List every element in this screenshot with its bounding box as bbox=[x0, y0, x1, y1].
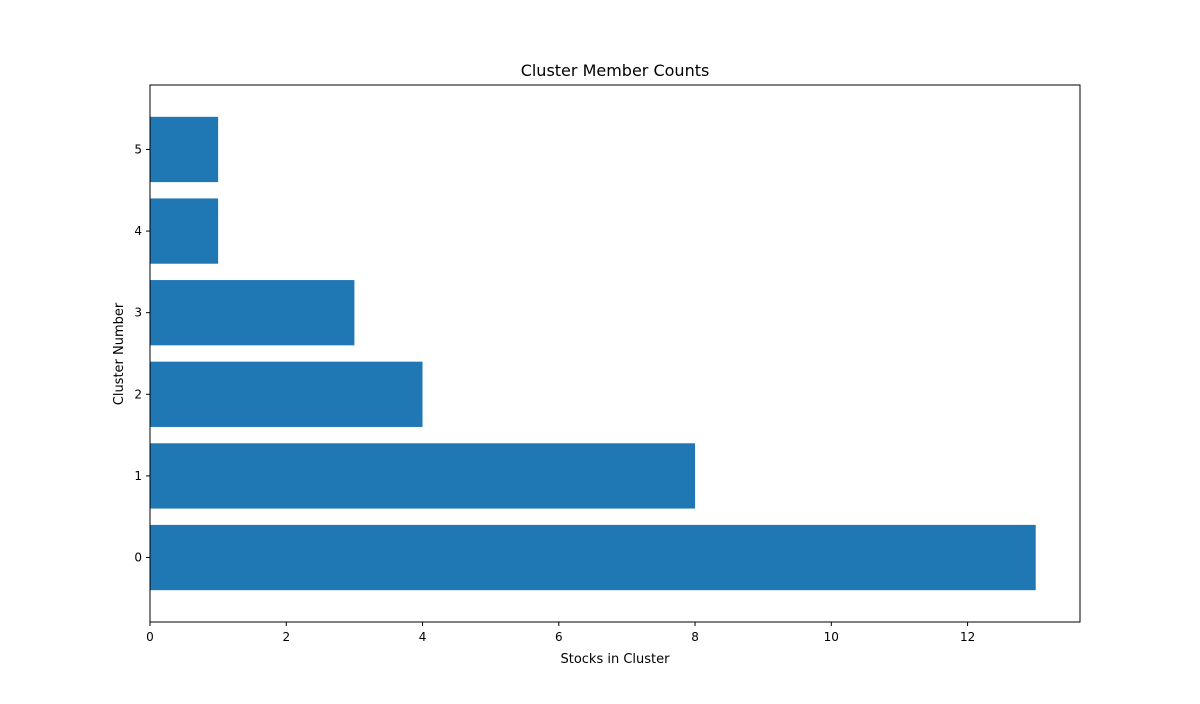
x-tick-label: 2 bbox=[282, 630, 290, 644]
y-tick-label: 3 bbox=[134, 306, 142, 320]
chart-title: Cluster Member Counts bbox=[521, 61, 710, 80]
y-tick-label: 0 bbox=[134, 551, 142, 565]
y-tick-label: 1 bbox=[134, 469, 142, 483]
x-tick-label: 0 bbox=[146, 630, 154, 644]
x-tick-label: 12 bbox=[960, 630, 975, 644]
y-tick-label: 2 bbox=[134, 387, 142, 401]
bars-layer bbox=[150, 116, 1036, 591]
x-tick-label: 6 bbox=[555, 630, 563, 644]
bar-cluster-0 bbox=[150, 524, 1036, 591]
y-tick-label: 4 bbox=[134, 224, 142, 238]
x-tick-label: 4 bbox=[419, 630, 427, 644]
x-tick-label: 10 bbox=[824, 630, 839, 644]
bar-cluster-5 bbox=[150, 116, 219, 183]
bar-cluster-2 bbox=[150, 361, 423, 427]
y-axis-label: Cluster Number bbox=[112, 302, 127, 405]
x-tick-label: 8 bbox=[691, 630, 699, 644]
bar-cluster-3 bbox=[150, 280, 355, 346]
plot-frame bbox=[149, 84, 1081, 623]
bar-cluster-1 bbox=[150, 443, 696, 509]
y-tick-label: 5 bbox=[134, 142, 142, 156]
bar-cluster-4 bbox=[150, 198, 219, 264]
x-axis-label: Stocks in Cluster bbox=[560, 652, 670, 667]
